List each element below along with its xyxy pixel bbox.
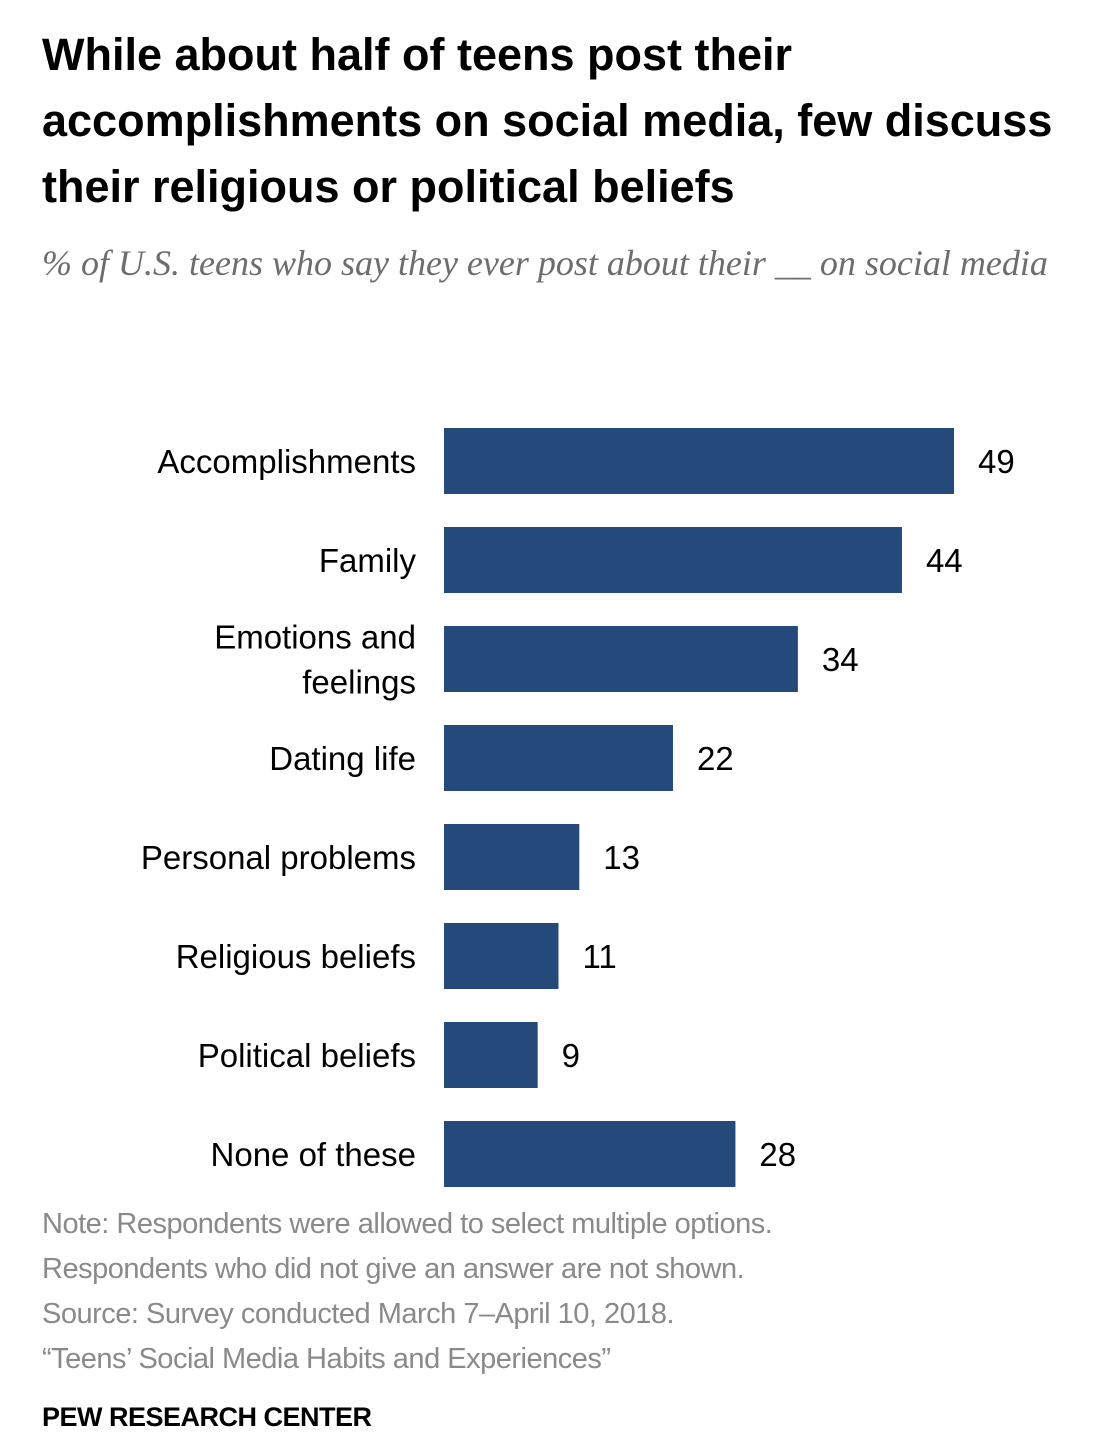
value-label: 28 [759,1136,796,1173]
bar [444,428,954,494]
bar [444,626,798,692]
value-label: 49 [978,443,1015,480]
value-label: 22 [697,740,734,777]
bar [444,1121,736,1187]
chart-note: Note: Respondents were allowed to select… [42,1202,1092,1382]
note-line: Source: Survey conducted March 7–April 1… [42,1298,675,1330]
bar [444,923,559,989]
value-label: 13 [603,839,640,876]
chart-title: While about half of teens post their acc… [42,29,1053,212]
category-label: Emotions and feelings [214,619,416,701]
value-label: 34 [822,641,859,678]
bar [444,527,902,593]
bar-chart: 49 Accomplishments 44 Family 34 Emotions and f… [141,428,1015,1187]
note-line: Respondents who did not give an answer a… [42,1253,745,1285]
value-label: 11 [582,938,616,975]
note-line: “Teens’ Social Media Habits and Experien… [42,1343,611,1375]
value-label: 9 [562,1037,580,1074]
bar [444,1022,538,1088]
value-label: 44 [926,542,963,579]
chart-subtitle: % of U.S. teens who say they ever post a… [42,243,1048,283]
category-label: Accomplishments [157,443,416,480]
note-line: Note: Respondents were allowed to select… [42,1208,773,1240]
category-label: Dating life [269,740,416,777]
category-label: Personal problems [141,839,416,876]
bar [444,824,580,890]
category-label: Political beliefs [198,1037,416,1074]
pew-research-center-logo: PEW RESEARCH CENTER [42,1402,372,1432]
category-label: Family [319,542,417,579]
category-label: Religious beliefs [176,938,416,975]
bar [444,725,673,791]
category-label: None of these [211,1136,416,1173]
